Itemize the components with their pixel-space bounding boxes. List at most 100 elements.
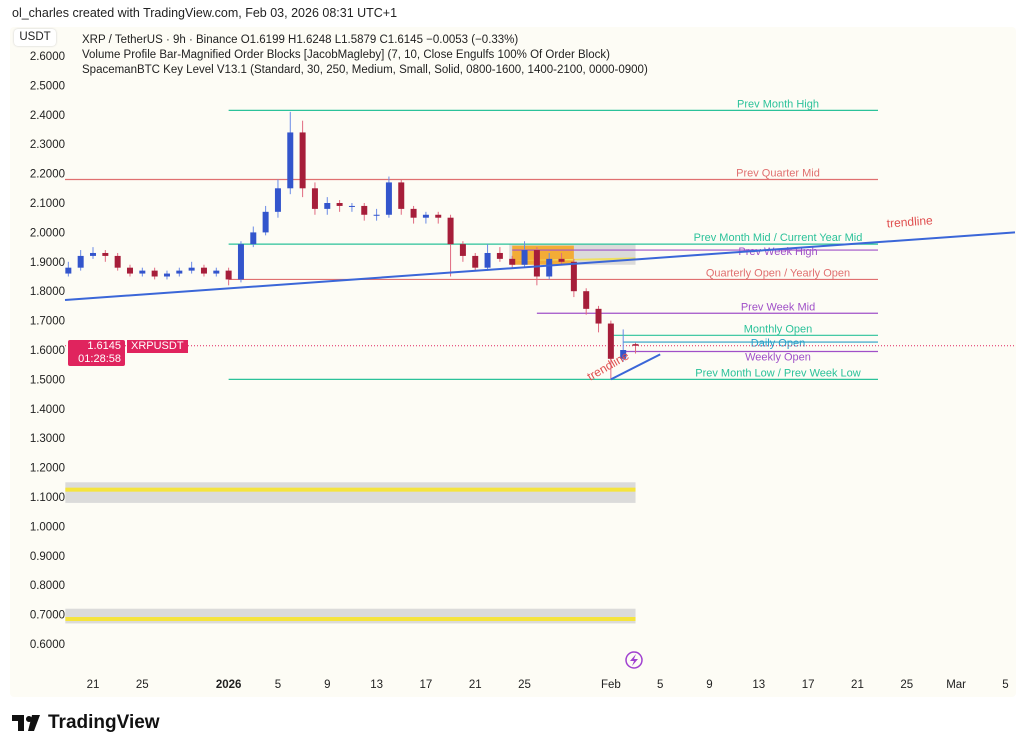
x-tick-label: 17 (802, 679, 815, 691)
candle-body (398, 182, 405, 209)
y-tick-label: 1.5000 (30, 374, 65, 386)
candle-body (102, 252, 109, 256)
y-tick-label: 1.0000 (30, 521, 65, 533)
candle-body (620, 350, 627, 359)
y-tick-label: 1.1000 (30, 492, 65, 504)
candle-body (274, 188, 281, 212)
candle-body (509, 258, 516, 265)
x-tick-label: 21 (87, 679, 100, 691)
y-tick-label: 0.7000 (30, 610, 65, 622)
lightning-icon[interactable] (625, 651, 643, 669)
candle-body (459, 244, 466, 256)
symbol-label: XRPUSDT (127, 340, 188, 353)
candle-body (422, 214, 429, 218)
currency-button[interactable]: USDT (14, 29, 56, 46)
key-level-label: Quarterly Open / Yearly Open (706, 267, 850, 279)
candle-body (311, 188, 318, 209)
y-tick-label: 1.6000 (30, 345, 65, 357)
x-tick-label: 5 (275, 679, 281, 691)
y-tick-label: 1.4000 (30, 404, 65, 416)
candle-body (126, 267, 133, 274)
indicator-legend-order-blocks[interactable]: Volume Profile Bar-Magnified Order Block… (82, 49, 610, 61)
price-chart[interactable]: 2.6000 2.5000 2.4000 2.3000 2.2000 2.1000 2.00… (10, 27, 1016, 697)
last-price: 1.6145 (87, 340, 121, 352)
logo-text: TradingView (48, 712, 160, 733)
order-block-zone (65, 608, 636, 624)
key-level-label: Weekly Open (745, 351, 811, 363)
candle-body (77, 255, 84, 268)
order-block-volume (512, 245, 574, 265)
candle-body (188, 267, 195, 271)
candle-body (410, 208, 417, 218)
key-level-label: Prev Week High (738, 246, 817, 258)
candle-body (250, 232, 257, 245)
symbol-legend[interactable]: XRP / TetherUS · 9h · Binance O1.6199 H1… (82, 34, 519, 46)
candle-body (287, 132, 294, 189)
y-tick-label: 1.3000 (30, 433, 65, 445)
candle-body (262, 211, 269, 233)
tradingview-logo[interactable]: TradingView (12, 712, 160, 734)
trendline-label: trendline (886, 213, 933, 230)
trendline (610, 353, 661, 381)
candle-body (299, 132, 306, 189)
key-level-label: Prev Quarter Mid (736, 167, 820, 179)
y-tick-label: 2.1000 (30, 198, 65, 210)
y-tick-label: 2.0000 (30, 227, 65, 239)
candle-body (114, 255, 121, 268)
x-tick-label: 13 (752, 679, 765, 691)
x-tick-label: 17 (420, 679, 433, 691)
key-level-label: Monthly Open (744, 323, 812, 335)
key-level-label: Daily Open (751, 337, 805, 349)
x-tick-label: 2026 (216, 679, 242, 691)
y-tick-label: 0.9000 (30, 551, 65, 563)
order-block-poc (65, 617, 636, 622)
y-tick-label: 2.5000 (30, 80, 65, 92)
lightning-icon-bolt (630, 654, 638, 666)
x-tick-label: 5 (1002, 679, 1008, 691)
candle-body (472, 255, 479, 268)
candle-body (447, 217, 454, 245)
candle-body (151, 270, 158, 277)
x-tick-label: 13 (370, 679, 383, 691)
candle-body (90, 252, 96, 256)
x-tick-label: 5 (657, 679, 663, 691)
x-tick-label: 9 (324, 679, 330, 691)
candle-body (336, 203, 343, 206)
candle-body (385, 182, 392, 215)
indicator-legend-key-levels[interactable]: SpacemanBTC Key Level V13.1 (Standard, 3… (82, 64, 648, 76)
y-tick-label: 1.8000 (30, 286, 65, 298)
y-tick-label: 1.2000 (30, 463, 65, 475)
last-price-label: 1.6145 01:28:58 (68, 340, 125, 366)
candle-body (373, 214, 380, 216)
candle-body (361, 205, 368, 215)
lightning-icon-circle (625, 651, 643, 669)
candle-body (163, 273, 170, 277)
order-block-zone (65, 482, 636, 503)
candle-body (533, 250, 540, 277)
y-tick-label: 2.3000 (30, 139, 65, 151)
candle-body (558, 258, 565, 262)
x-tick-label: 21 (469, 679, 482, 691)
chart-credit: ol_charles created with TradingView.com,… (12, 6, 398, 20)
y-tick-label: 2.2000 (30, 169, 65, 181)
candle-body (348, 205, 355, 207)
x-tick-label: 9 (706, 679, 712, 691)
y-tick-label: 0.8000 (30, 580, 65, 592)
bar-countdown: 01:28:58 (78, 353, 121, 365)
key-level-label: Prev Week Mid (741, 301, 815, 313)
key-level-label: Prev Month Low / Prev Week Low (695, 367, 861, 379)
tradingview-logo-icon (12, 715, 40, 731)
x-tick-label: 25 (518, 679, 531, 691)
candle-body (595, 308, 602, 324)
chart-frame (10, 27, 1016, 697)
x-tick-label: 25 (136, 679, 149, 691)
candle-body (570, 261, 577, 292)
candle-body (521, 250, 528, 265)
candle-body (225, 270, 232, 280)
candle-body (632, 344, 639, 346)
y-tick-label: 1.9000 (30, 257, 65, 269)
candle-body (324, 203, 331, 209)
candle-body (139, 270, 146, 274)
candle-body (213, 270, 220, 274)
trendline (64, 231, 1016, 302)
